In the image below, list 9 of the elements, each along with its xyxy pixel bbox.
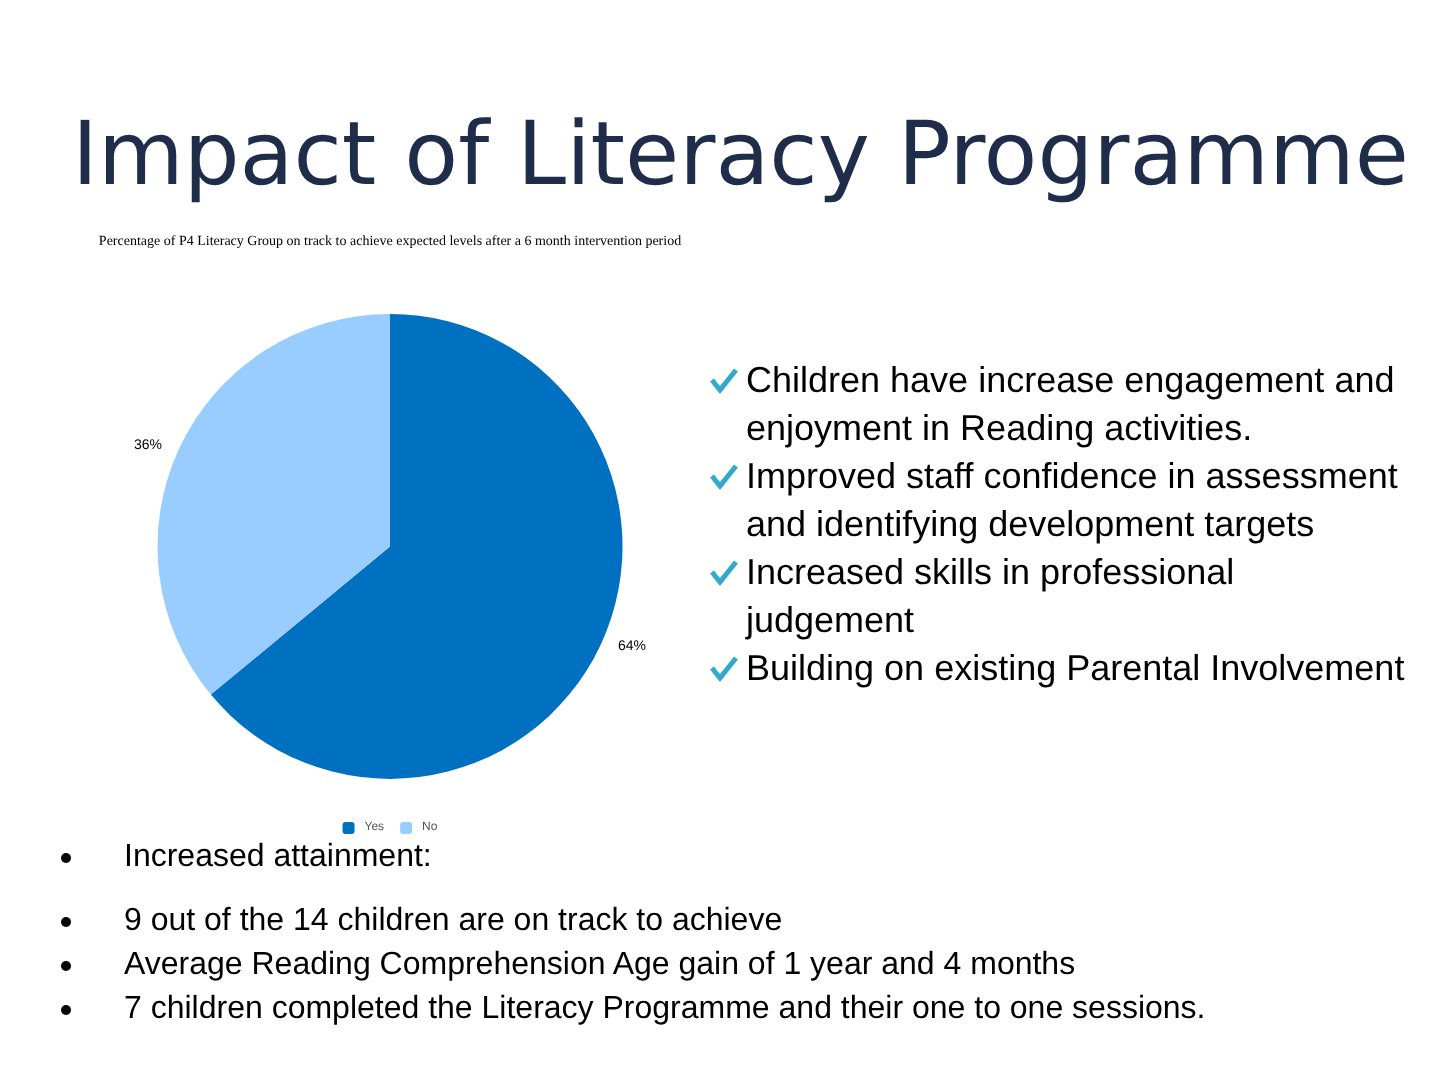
text: Children have increase engagement and enjoyment in Reading activities.: [746, 360, 1395, 448]
text: 9 out of the 14 children are on track to achieve: [124, 904, 783, 938]
text: Building on existing Parental Involvement: [746, 648, 1405, 688]
text: 7 children completed the Literacy Programme and their one to one sessions.: [124, 992, 1206, 1026]
chart-title: Impact of Literacy Programme: [72, 104, 1409, 206]
text: Improved staff confidence in assessment and identifying development targets: [746, 456, 1398, 544]
text: Increased skills in professional judgement: [746, 552, 1235, 640]
text: Increased attainment:: [124, 840, 432, 874]
text: Average Reading Comprehension Age gain of 1 year and 4 months: [124, 948, 1076, 982]
